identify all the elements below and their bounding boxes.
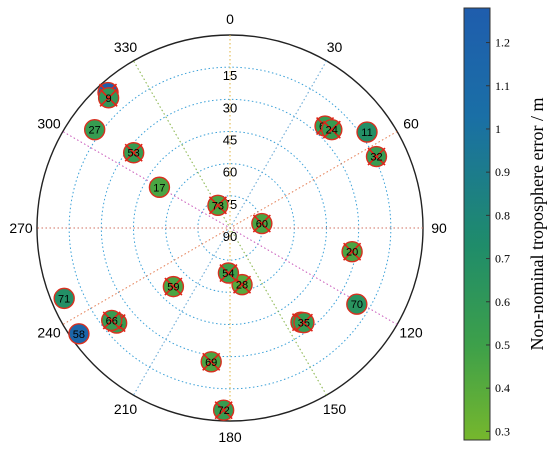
- satellite-prn-label: 17: [153, 182, 165, 194]
- excluded-x-mark: [343, 242, 362, 261]
- azimuth-tick-label: 60: [403, 116, 419, 132]
- satellite-prn-label: 72: [218, 405, 230, 417]
- satellite-marker: [68, 323, 90, 345]
- polar-grid: [36, 34, 424, 422]
- azimuth-tick-label: 210: [114, 401, 138, 417]
- elevation-tick-label: 30: [223, 100, 237, 115]
- elevation-tick-label: 60: [223, 165, 237, 180]
- satellite-marker: [346, 293, 368, 315]
- satellite-prn-label: 24: [326, 125, 338, 137]
- azimuth-tick-label: 120: [399, 325, 423, 341]
- azimuth-tick-label: 270: [9, 220, 33, 236]
- colorbar-tick-label: 0.7: [495, 252, 510, 266]
- colorbar-tick-label: 0.8: [495, 208, 510, 222]
- satellite-prn-label: 32: [370, 152, 382, 164]
- excluded-x-mark: [99, 88, 118, 107]
- satellite-marker: [148, 176, 171, 198]
- elevation-tick-label: 15: [223, 68, 237, 83]
- excluded-x-mark: [322, 120, 341, 139]
- excluded-x-mark: [214, 401, 233, 420]
- colorbar-tick-label: 0.3: [495, 424, 510, 438]
- colorbar-tick-label: 1: [495, 122, 501, 136]
- excluded-x-mark: [208, 196, 227, 215]
- excluded-x-mark: [219, 263, 238, 283]
- azimuth-tick-label: 150: [323, 401, 347, 417]
- excluded-x-mark: [367, 147, 386, 166]
- satellite-prn-label: 20: [346, 247, 358, 259]
- azimuth-tick-label: 330: [114, 39, 138, 55]
- elevation-tick-label: 90: [223, 229, 237, 244]
- azimuth-tick-label: 300: [37, 116, 61, 132]
- satellite-prn-label: 35: [298, 318, 310, 330]
- satellite-prn-label: 9: [106, 93, 112, 105]
- satellite-marker: [83, 118, 106, 141]
- satellite-prn-label: 28: [236, 280, 248, 292]
- elevation-tick-label: 45: [223, 133, 237, 148]
- excluded-x-mark: [294, 313, 313, 332]
- satellite-prn-label: 53: [128, 148, 140, 160]
- azimuth-spoke: [133, 60, 327, 396]
- colorbar: 0.3 0.4 0.5 0.6 0.7 0.8 0.9 1 1.1 1.2 Non-nominal …: [463, 7, 547, 441]
- excluded-x-mark: [124, 143, 143, 162]
- colorbar-tick-label: 1.2: [495, 36, 510, 50]
- satellite-prn-label: 69: [205, 357, 217, 369]
- colorbar-tick-label: 0.9: [495, 165, 510, 179]
- azimuth-tick-label: 180: [218, 429, 242, 445]
- satellite-prn-label: 71: [58, 293, 70, 305]
- colorbar-tick-label: 0.6: [495, 295, 510, 309]
- colorbar-gradient: [463, 7, 491, 441]
- colorbar-tick-label: 0.5: [495, 338, 510, 352]
- excluded-x-mark: [232, 275, 252, 294]
- azimuth-tick-label: 30: [327, 39, 343, 55]
- azimuth-tick-label: 0: [226, 11, 234, 27]
- excluded-x-mark: [202, 352, 221, 371]
- satellite-prn-label: 27: [89, 125, 101, 137]
- excluded-x-mark: [252, 214, 271, 233]
- satellite-prn-label: 73: [212, 200, 224, 212]
- axis-labels: 0 30 60 90 120 150 180 210 240 270 300 330 15 30 45 60 7…: [9, 11, 447, 445]
- satellite-prn-label: 66: [106, 315, 118, 327]
- excluded-x-mark: [164, 277, 183, 296]
- colorbar-tick-label: 1.1: [495, 79, 510, 93]
- colorbar-tick-label: 0.4: [495, 381, 510, 395]
- excluded-x-mark: [102, 311, 121, 330]
- colorbar-title: Non-nominal troposphere error / m: [527, 98, 547, 351]
- satellite-prn-label: 59: [167, 282, 179, 294]
- azimuth-tick-label: 240: [37, 325, 61, 341]
- satellite-marker: [53, 287, 75, 310]
- satellite-prn-label: 60: [256, 219, 268, 231]
- azimuth-tick-label: 90: [431, 220, 447, 236]
- satellite-markers: 5292753177361241132602070673528547269596…: [53, 81, 388, 421]
- satellite-prn-label: 58: [73, 329, 85, 341]
- satellite-prn-label: 70: [351, 299, 363, 311]
- satellite-prn-label: 11: [361, 127, 372, 139]
- satellite-prn-label: 54: [222, 268, 234, 280]
- satellite-marker: [356, 121, 378, 143]
